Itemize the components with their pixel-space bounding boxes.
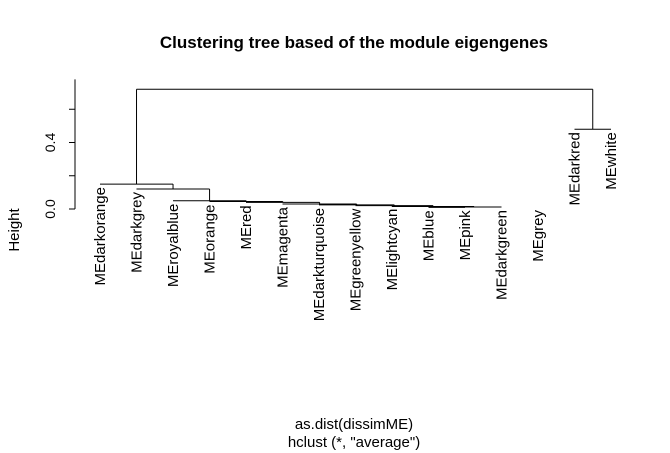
- x-axis-sublabel: hclust (*, "average"): [288, 434, 420, 451]
- x-axis-label: as.dist(dissimME): [295, 416, 413, 433]
- leaf-label: MEmagenta: [275, 206, 292, 288]
- leaf-label: MEdarkred: [567, 132, 584, 205]
- leaf-label: MEdarkorange: [92, 187, 109, 285]
- y-axis: 0.0 0.4: [42, 79, 76, 219]
- leaf-label: MEgreenyellow: [348, 209, 365, 312]
- leaf-label: MEpink: [457, 210, 474, 261]
- leaf-label: MEdarkturquoise: [311, 208, 328, 321]
- leaf-label: MEdarkgreen: [494, 210, 511, 300]
- leaf-label: MEorange: [202, 205, 219, 274]
- leaf-label: MEroyalblue: [165, 204, 182, 287]
- leaf-label: MEblue: [421, 210, 438, 261]
- leaf-label: MEgrey: [530, 210, 547, 262]
- leaf-label: MEdarkgrey: [129, 192, 146, 273]
- leaf-labels: MEdarkorange MEdarkgrey MEroyalblue MEorang…: [92, 132, 620, 321]
- y-axis-label: Height: [6, 207, 23, 251]
- chart-title: Clustering tree based of the module eige…: [160, 33, 548, 52]
- leaf-label: MElightcyan: [384, 209, 401, 291]
- leaf-label: MEwhite: [603, 132, 620, 190]
- dendrogram-branches: [100, 88, 611, 208]
- leaf-label: MEred: [238, 205, 255, 249]
- y-tick-label: 0.0: [42, 199, 58, 219]
- y-tick-label: 0.4: [42, 133, 58, 153]
